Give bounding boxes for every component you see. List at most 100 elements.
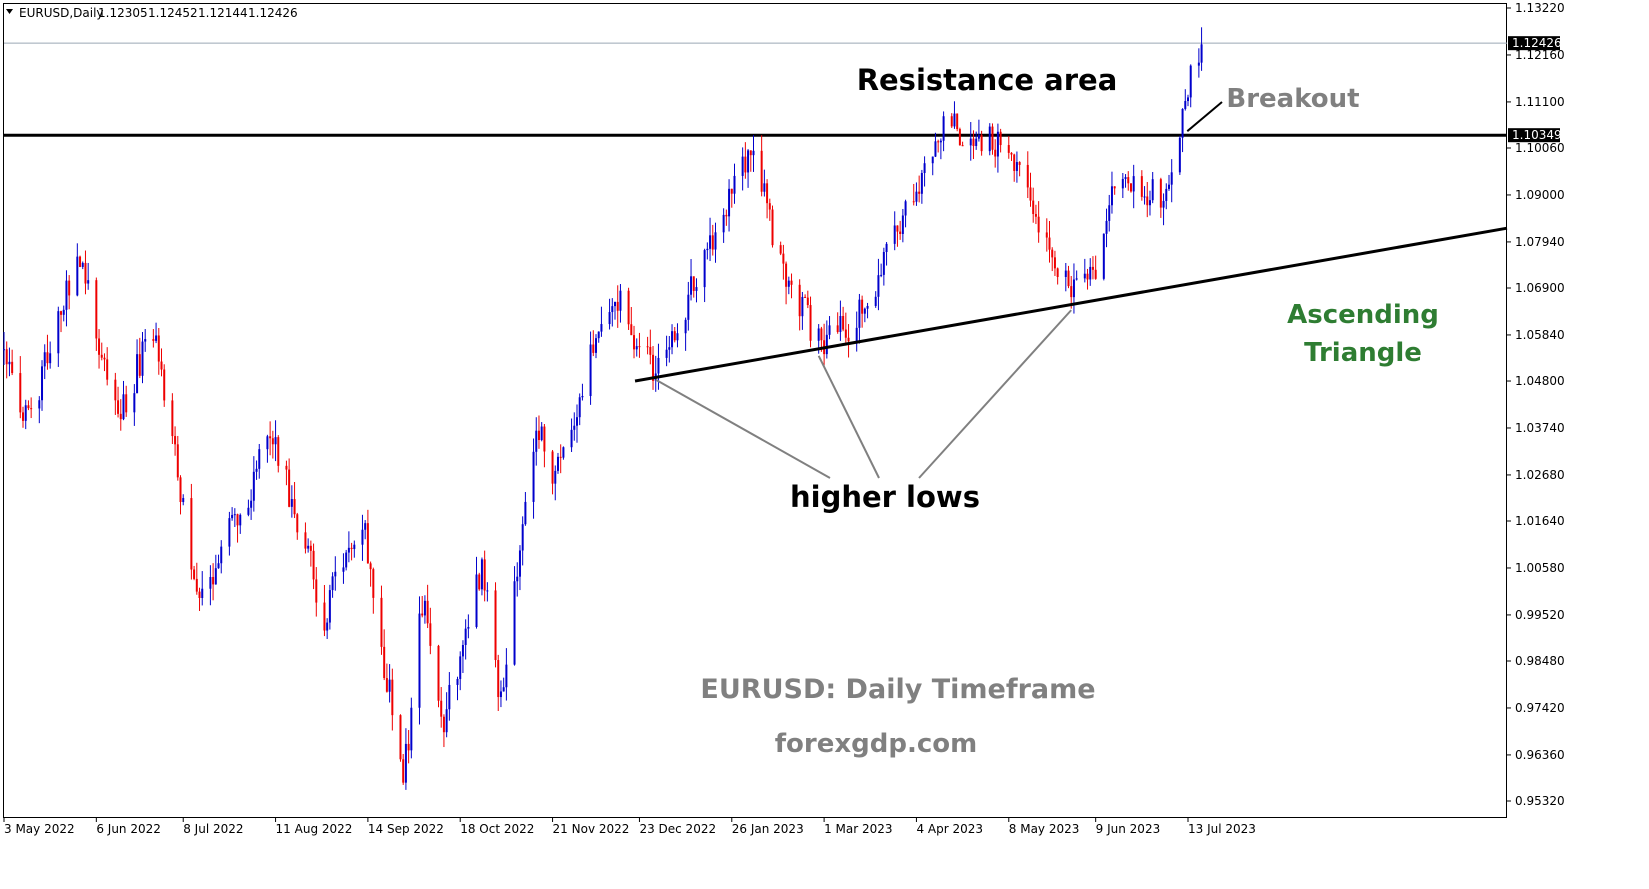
bear-candle-body [896, 225, 899, 232]
bear-candle-body [836, 325, 839, 332]
bull-candle-body [8, 361, 11, 365]
bull-candle-body [217, 563, 220, 569]
bear-candle-body [1029, 187, 1032, 201]
bear-candle-body [1056, 268, 1059, 277]
bear-candle-body [1053, 257, 1056, 269]
bull-candle-body [255, 468, 258, 472]
bull-candle-body [334, 571, 337, 577]
resistance-price-tag-text: 1.10349 [1512, 128, 1562, 142]
bull-candle-body [418, 613, 421, 708]
bear-candle-body [68, 280, 71, 296]
bull-candle-body [687, 294, 690, 320]
bear-candle-body [212, 576, 215, 585]
bear-candle-body [1013, 154, 1016, 171]
breakout-label: Breakout [1226, 84, 1359, 114]
bull-candle-body [787, 280, 790, 287]
bull-candle-body [635, 346, 638, 350]
bear-candle-body [174, 436, 177, 445]
bull-candle-body [201, 588, 204, 599]
bull-candle-body [676, 333, 679, 341]
bear-candle-body [19, 373, 22, 413]
bull-candle-body [467, 626, 470, 629]
bull-candle-body [589, 344, 592, 397]
menu-triangle-icon[interactable] [6, 9, 13, 14]
bear-candle-body [999, 131, 1002, 146]
bull-candle-body [233, 514, 236, 516]
bear-candle-body [119, 413, 122, 420]
x-tick-label: 6 Jun 2022 [96, 822, 161, 836]
bull-candle-body [703, 250, 706, 288]
bear-candle-body [899, 231, 902, 234]
bear-candle-body [497, 660, 500, 698]
bull-candle-body [752, 150, 755, 156]
x-tick-label: 26 Jan 2023 [732, 822, 804, 836]
bull-candle-body [562, 447, 565, 458]
x-tick-label: 18 Oct 2022 [460, 822, 534, 836]
bull-candle-body [866, 305, 869, 309]
y-tick-label: 1.00580 [1515, 561, 1565, 575]
bull-candle-body [141, 341, 144, 376]
symbol-label: EURUSD,Daily [19, 6, 104, 20]
bear-candle-body [366, 523, 369, 564]
bear-candle-body [1127, 177, 1130, 184]
bear-candle-body [744, 156, 747, 173]
bull-candle-body [456, 679, 459, 685]
bull-candle-body [619, 290, 622, 311]
bear-candle-body [285, 465, 288, 470]
x-tick-label: 3 May 2022 [4, 822, 75, 836]
bear-candle-body [779, 245, 782, 254]
x-tick-label: 1 Mar 2023 [824, 822, 892, 836]
bear-candle-body [1091, 266, 1094, 270]
bear-candle-body [912, 201, 915, 203]
bear-candle-body [673, 331, 676, 341]
bear-candle-body [646, 346, 649, 348]
bear-candle-body [592, 344, 595, 353]
bull-candle-body [1089, 266, 1092, 280]
bull-candle-body [388, 679, 391, 692]
bear-candle-body [790, 280, 793, 285]
bull-candle-body [274, 437, 277, 445]
bear-candle-body [1051, 249, 1054, 258]
bull-candle-body [1015, 162, 1018, 171]
current-price-tag-box [1508, 36, 1560, 51]
bear-candle-body [383, 646, 386, 679]
bear-candle-body [1086, 273, 1089, 280]
bull-candle-body [600, 324, 603, 332]
bull-candle-body [290, 499, 293, 507]
bear-candle-body [171, 400, 174, 437]
higher-low-pointer-1 [655, 378, 831, 479]
y-tick-label: 1.04800 [1515, 374, 1565, 388]
bull-candle-body [1121, 178, 1124, 189]
bear-candle-body [798, 284, 801, 317]
bull-candle-body [1197, 62, 1200, 66]
bull-candle-body [573, 425, 576, 430]
bull-candle-body [347, 547, 350, 553]
bear-candle-body [114, 379, 117, 401]
y-tick-label: 0.95320 [1515, 794, 1565, 808]
bear-candle-body [809, 305, 812, 341]
bull-candle-body [839, 315, 842, 332]
bear-candle-body [711, 235, 714, 250]
bear-candle-body [991, 126, 994, 150]
x-tick-label: 8 Jul 2022 [183, 822, 243, 836]
ascending-label: Ascending [1287, 300, 1439, 330]
bull-candle-body [214, 568, 217, 585]
bear-candle-body [426, 600, 429, 624]
bull-candle-body [969, 138, 972, 146]
bull-candle-body [480, 559, 483, 590]
bear-candle-body [277, 437, 280, 466]
bear-candle-body [160, 361, 163, 370]
x-tick-label: 13 Jul 2023 [1188, 822, 1256, 836]
bull-candle-body [1108, 205, 1111, 221]
bear-candle-body [559, 456, 562, 458]
candles-group [3, 27, 1203, 790]
bull-candle-body [252, 471, 255, 501]
y-tick-label: 1.05840 [1515, 328, 1565, 342]
bull-candle-body [915, 191, 918, 202]
y-tick-label: 0.99520 [1515, 608, 1565, 622]
bear-candle-body [649, 346, 652, 355]
bull-candle-body [475, 574, 478, 627]
bear-candle-body [1032, 200, 1035, 215]
bull-candle-body [741, 156, 744, 176]
bull-candle-body [353, 544, 356, 549]
